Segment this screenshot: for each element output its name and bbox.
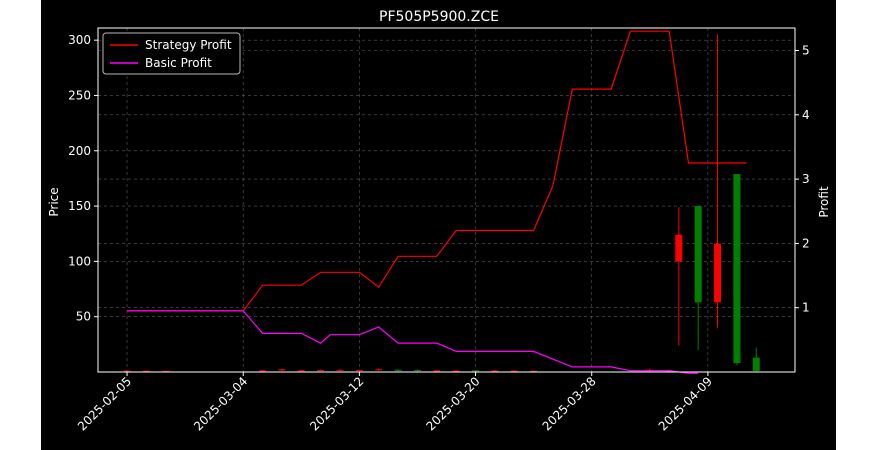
candle-body — [142, 370, 150, 372]
y-right-tick-label-3: 3 — [802, 172, 810, 186]
candle-body — [530, 370, 538, 372]
profit-lines — [127, 30, 747, 374]
candle-body — [355, 370, 363, 372]
candle-body — [278, 369, 286, 371]
candle-body — [694, 206, 702, 303]
basic-profit-line — [127, 310, 699, 374]
x-tick-label-1: 2025-03-04 — [191, 374, 250, 433]
y-right-tick-label-4: 4 — [802, 108, 810, 122]
legend-frame — [102, 32, 241, 75]
x-tick-label-2: 2025-03-12 — [307, 374, 366, 433]
y-left-tick-label-300: 300 — [68, 33, 91, 47]
candle-body — [162, 370, 170, 372]
candle-body — [433, 370, 441, 372]
y-right-axis-label: Profit — [817, 186, 831, 218]
y-left-tick-label-100: 100 — [68, 254, 91, 268]
candle-body — [317, 370, 325, 372]
candles — [123, 34, 760, 372]
candle-body — [733, 174, 741, 364]
candle-body — [472, 370, 480, 372]
candle-body — [259, 370, 267, 372]
candle-body — [510, 370, 518, 372]
candle-body — [714, 243, 722, 303]
candle-body — [413, 370, 421, 372]
candle-body — [491, 370, 499, 372]
x-tick-label-3: 2025-03-20 — [423, 374, 482, 433]
candle-body — [675, 234, 683, 262]
strategy-profit-line — [127, 30, 747, 312]
y-right-tick-label-5: 5 — [802, 44, 810, 58]
y-left-axis-label: Price — [47, 187, 61, 216]
grid — [98, 28, 795, 372]
x-tick-label-5: 2025-04-09 — [656, 374, 715, 433]
y-right-tick-label-1: 1 — [802, 301, 810, 315]
plot-frame — [97, 27, 796, 373]
candle-body — [336, 369, 344, 371]
legend: Strategy Profit Basic Profit — [102, 32, 241, 75]
y-left-tick-label-250: 250 — [68, 88, 91, 102]
y-left-tick-label-200: 200 — [68, 144, 91, 158]
y-right-tick-label-2: 2 — [802, 236, 810, 250]
chart-figure: 50 100 150 200 250 300 1 2 3 4 5 2025-02-05 2025-03-… — [41, 0, 836, 450]
x-tick-label-0: 2025-02-05 — [75, 374, 134, 433]
candle-body — [297, 370, 305, 372]
y-left-tick-label-50: 50 — [76, 310, 91, 324]
candle-body — [375, 369, 383, 371]
candle-body — [452, 370, 460, 372]
chart-svg: 50 100 150 200 250 300 1 2 3 4 5 2025-02-05 2025-03-… — [47, 9, 831, 433]
legend-strategy-label: Strategy Profit — [145, 38, 232, 52]
candle-body — [394, 369, 402, 371]
y-left-tick-label-150: 150 — [68, 199, 91, 213]
chart-title: PF505P5900.ZCE — [379, 9, 499, 25]
x-tick-label-4: 2025-03-28 — [540, 374, 599, 433]
legend-basic-label: Basic Profit — [145, 56, 212, 70]
candle-body — [752, 357, 760, 371]
candle-body — [123, 370, 131, 372]
